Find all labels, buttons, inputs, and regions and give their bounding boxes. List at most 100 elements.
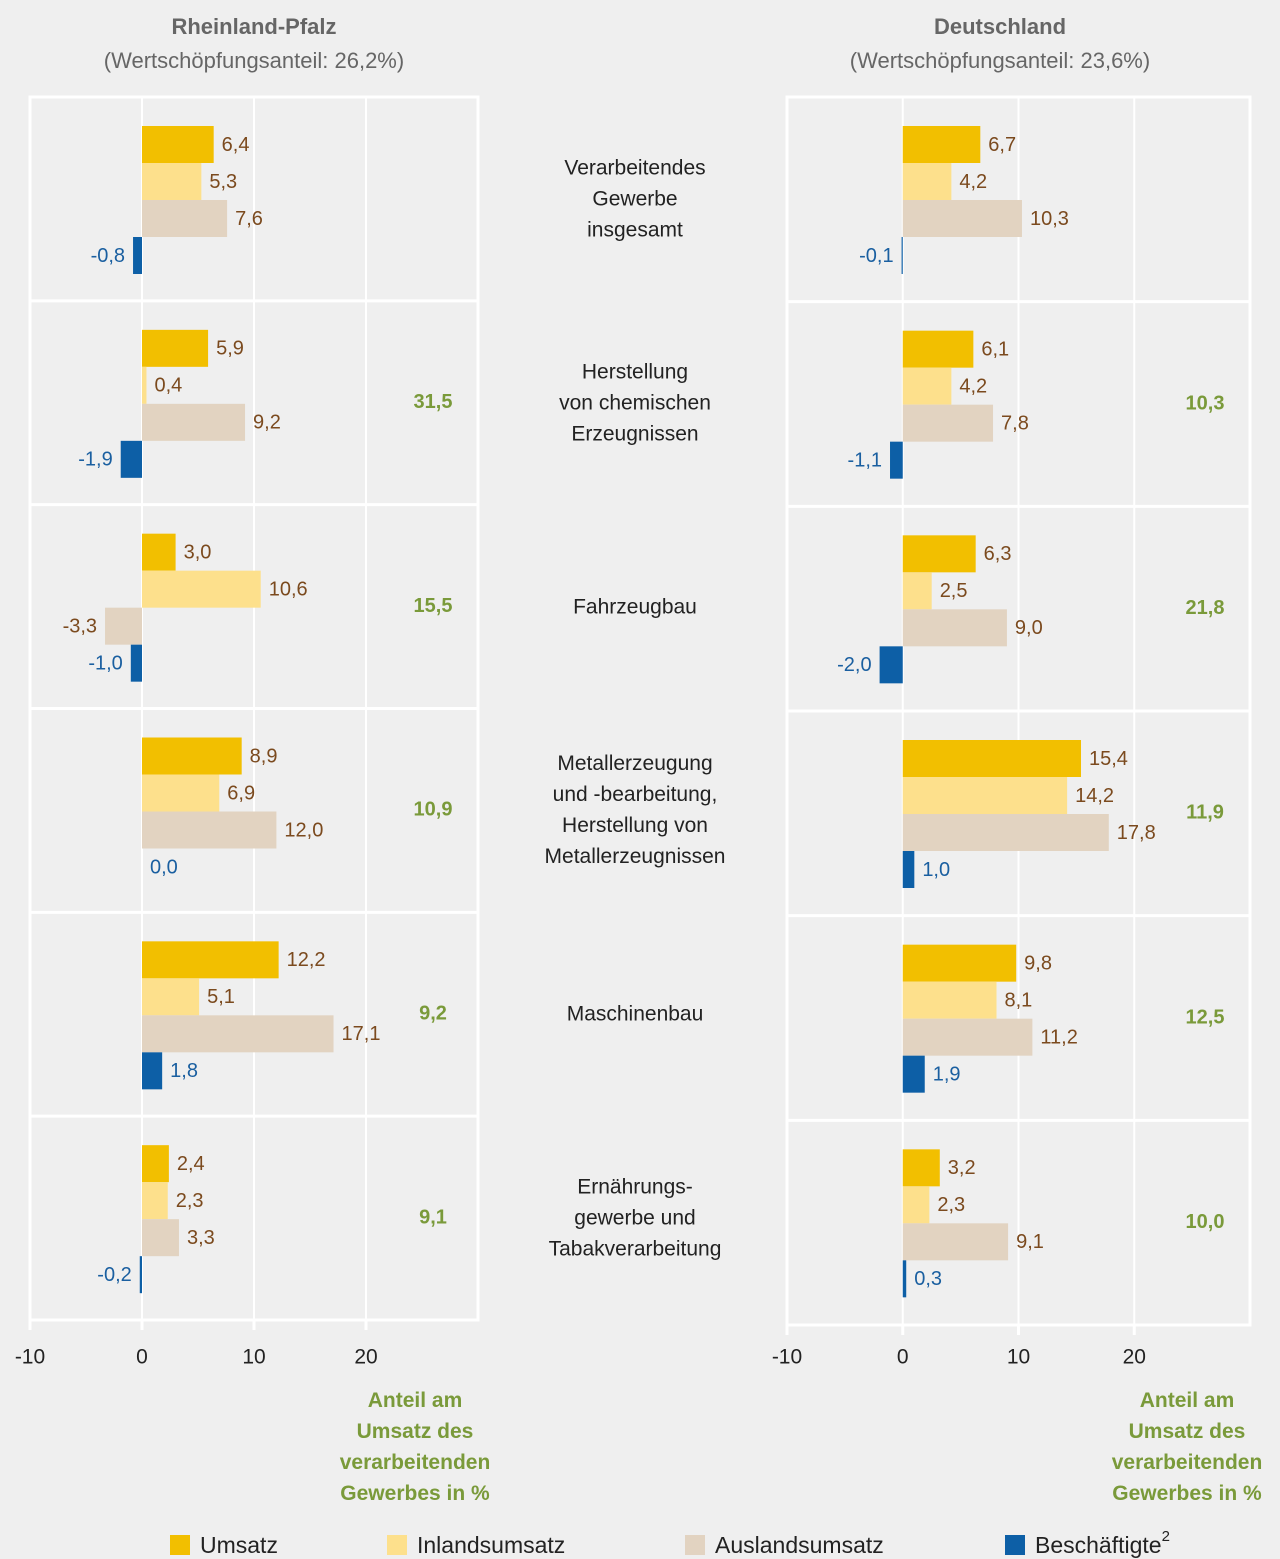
bar (902, 851, 915, 888)
value-label: 12,2 (287, 949, 326, 971)
value-label: 2,3 (937, 1194, 965, 1216)
share-value: 10,3 (1186, 392, 1225, 414)
x-tick-label: 0 (136, 1346, 148, 1369)
value-label: 7,6 (235, 208, 263, 230)
bar (902, 535, 976, 573)
legend-name: Beschäftigte (1035, 1532, 1162, 1558)
value-label: 6,7 (988, 134, 1016, 156)
x-tick-label: 20 (354, 1346, 377, 1369)
value-label: 8,1 (1005, 989, 1033, 1011)
legend-label: Auslandsumsatz (715, 1532, 884, 1558)
value-label: 4,2 (959, 171, 987, 193)
category-label: Herstellung von chemischen Erzeugnissen (559, 360, 711, 446)
bar (902, 944, 1017, 982)
value-label: 10,6 (269, 578, 308, 600)
bar (901, 237, 903, 274)
value-label: 15,4 (1089, 748, 1128, 770)
bar (902, 1186, 930, 1224)
value-label: 10,3 (1030, 208, 1069, 230)
legend-label: Umsatz (200, 1532, 278, 1558)
value-label: 6,3 (984, 543, 1012, 565)
bar (120, 440, 142, 478)
bar (142, 163, 202, 200)
share-value: 11,9 (1186, 802, 1224, 824)
bar (142, 811, 277, 849)
value-label: 3,3 (187, 1227, 215, 1249)
value-label: 8,9 (250, 745, 278, 767)
value-label: 9,8 (1024, 952, 1052, 974)
bar (902, 609, 1007, 647)
legend-name: Umsatz (200, 1532, 278, 1558)
share-value: 15,5 (414, 595, 453, 617)
value-label: 6,4 (222, 134, 250, 156)
bar (879, 646, 903, 684)
bar (902, 1260, 907, 1298)
value-label: -2,0 (837, 654, 871, 676)
category-label: Maschinenbau (566, 1002, 704, 1026)
category-label: Fahrzeugbau (573, 595, 697, 619)
share-value: 9,1 (419, 1206, 447, 1228)
bar (142, 1015, 334, 1053)
legend-label: Beschäftigte2 (1035, 1528, 1170, 1558)
bar (142, 1052, 163, 1090)
bar (142, 978, 200, 1016)
bar (139, 1256, 142, 1294)
bar (902, 981, 997, 1019)
bar (133, 237, 142, 274)
share-value: 10,0 (1186, 1211, 1225, 1233)
bar (902, 126, 981, 163)
value-label: 1,9 (933, 1063, 961, 1085)
x-tick-label: 10 (242, 1346, 265, 1369)
bar (902, 1018, 1033, 1056)
bar (142, 126, 214, 163)
share-label: Anteil am Umsatz des verarbeitenden Gewe… (1111, 1389, 1263, 1505)
x-tick-label: -10 (772, 1346, 802, 1369)
value-label: 6,9 (227, 782, 255, 804)
bar (902, 1055, 925, 1093)
bar (902, 367, 952, 405)
x-tick-label: -10 (15, 1346, 45, 1369)
value-label: -3,3 (63, 615, 97, 637)
value-label: 3,2 (948, 1157, 976, 1179)
value-label: 2,5 (940, 580, 968, 602)
bar (130, 644, 142, 682)
value-label: 17,8 (1117, 822, 1156, 844)
bar (902, 572, 932, 610)
bar (902, 200, 1022, 237)
chart-subtitle: (Wertschöpfungsanteil: 26,2%) (104, 48, 404, 73)
bar (142, 737, 242, 775)
bar (142, 774, 220, 812)
value-label: 0,0 (150, 856, 178, 878)
value-label: 4,2 (959, 375, 987, 397)
legend-label: Inlandsumsatz (417, 1532, 565, 1558)
value-label: -1,0 (88, 652, 122, 674)
share-value: 10,9 (414, 799, 453, 821)
value-label: 12,0 (284, 819, 323, 841)
value-label: 1,0 (922, 859, 950, 881)
category-label: Metallerzeugung und -bearbeitung, Herste… (544, 752, 726, 869)
bar (902, 163, 952, 200)
bar (142, 1182, 168, 1220)
bar (105, 607, 142, 645)
value-label: -1,9 (78, 449, 112, 471)
value-label: 2,3 (176, 1190, 204, 1212)
share-value: 21,8 (1186, 597, 1225, 619)
value-label: 7,8 (1001, 412, 1029, 434)
value-label: 5,1 (207, 986, 235, 1008)
chart-title: Rheinland-Pfalz (171, 14, 336, 39)
x-tick-label: 0 (897, 1346, 909, 1369)
bar (142, 200, 228, 237)
bar (902, 740, 1082, 777)
legend-footnote: 2 (1162, 1528, 1170, 1545)
share-value: 12,5 (1186, 1006, 1225, 1028)
bar (902, 1223, 1009, 1261)
legend-name: Auslandsumsatz (715, 1532, 884, 1558)
value-label: -1,1 (848, 449, 882, 471)
value-label: 2,4 (177, 1153, 205, 1175)
bar (142, 1219, 179, 1257)
share-label: Anteil am Umsatz des verarbeitenden Gewe… (339, 1389, 491, 1505)
value-label: 3,0 (184, 541, 212, 563)
value-label: 6,1 (981, 338, 1009, 360)
value-label: 11,2 (1040, 1026, 1077, 1048)
